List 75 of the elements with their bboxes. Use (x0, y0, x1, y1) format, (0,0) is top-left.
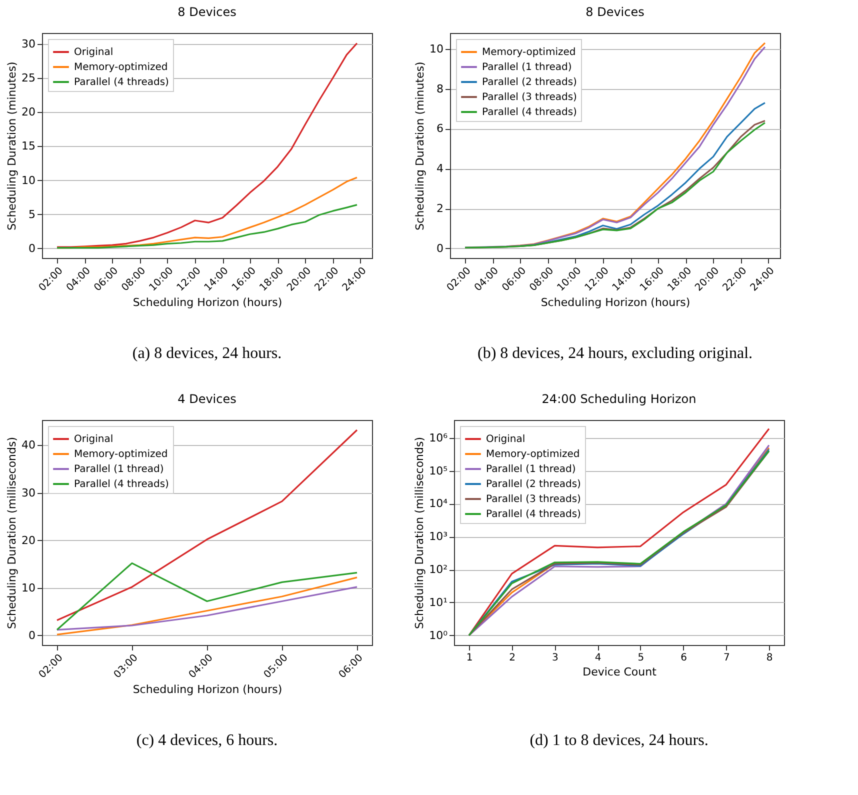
chart-title: 8 Devices (178, 5, 236, 19)
legend-label: Original (74, 434, 114, 445)
line-series (56, 429, 358, 622)
y-tick-label: 10¹ (429, 596, 448, 609)
chart-title: 8 Devices (586, 5, 644, 19)
y-tick-label: 20 (22, 106, 36, 119)
x-tick-label: 8 (766, 652, 773, 664)
legend-label: Memory-optimized (74, 62, 168, 73)
x-axis-title: Scheduling Horizon (hours) (540, 296, 690, 309)
x-tick-label: 6 (680, 652, 687, 664)
y-tick-label: 30 (22, 486, 36, 500)
line-series (56, 576, 358, 636)
x-axis-title: Device Count (582, 666, 658, 678)
y-tick-label: 10³ (429, 530, 448, 544)
y-tick-label: 10 (430, 42, 444, 56)
y-tick-label: 2 (436, 202, 444, 216)
legend-label: Parallel (3 threads) (482, 92, 578, 103)
legend-label: Memory-optimized (74, 449, 168, 460)
x-tick-label: 2 (509, 652, 516, 664)
y-tick-label: 10⁶ (429, 431, 448, 444)
legend-label: Parallel (1 thread) (74, 464, 164, 475)
y-tick-label: 10 (22, 581, 36, 594)
legend-label: Original (74, 47, 114, 58)
chart-title: 24:00 Scheduling Horizon (542, 392, 696, 406)
y-tick-label: 40 (22, 438, 36, 452)
y-tick-label: 20 (22, 534, 36, 547)
legend-label: Parallel (4 threads) (482, 107, 578, 118)
y-tick-label: 4 (436, 162, 444, 176)
chart-title: 4 Devices (178, 392, 236, 406)
y-axis-title: Scheduling Duration (milliseconds) (6, 436, 19, 630)
x-tick-label: 3 (552, 652, 558, 664)
y-axis-title: Scheduling Duration (milliseconds) (413, 436, 426, 630)
x-tick-label: 7 (723, 652, 730, 664)
y-tick-label: 25 (22, 72, 36, 84)
line-series (464, 46, 766, 248)
y-tick-label: 8 (436, 82, 444, 96)
y-axis-title: Scheduling Duration (minutes) (414, 62, 427, 230)
line-series (56, 562, 358, 631)
line-series (56, 586, 358, 631)
text: (d) 1 to 8 devices, 24 hours. (530, 732, 708, 749)
legend-label: Memory-optimized (486, 449, 580, 460)
legend-label: Parallel (4 threads) (74, 479, 170, 490)
y-tick-label: 10⁵ (429, 464, 448, 478)
legend-label: Memory-optimized (482, 47, 576, 58)
y-tick-label: 0 (28, 628, 36, 642)
y-tick-label: 6 (436, 122, 444, 136)
legend-label: Parallel (2 threads) (486, 479, 582, 490)
y-tick-label: 0 (436, 242, 444, 255)
legend-label: Parallel (3 threads) (486, 494, 582, 505)
y-tick-label: 5 (28, 208, 36, 221)
y-tick-label: 10 (22, 174, 36, 187)
y-tick-label: 10² (429, 563, 448, 576)
y-tick-label: 0 (28, 242, 36, 255)
line-series (56, 42, 358, 248)
legend-label: Parallel (1 thread) (486, 464, 576, 475)
line-series (519, 102, 766, 247)
y-tick-label: 30 (22, 37, 36, 50)
text: (c) 4 devices, 6 hours. (136, 732, 278, 749)
legend-label: Parallel (2 threads) (482, 77, 578, 88)
x-tick-label: 4 (594, 652, 602, 664)
y-tick-label: 10⁴ (429, 497, 448, 510)
legend-label: Original (486, 434, 526, 445)
y-axis-title: Scheduling Duration (minutes) (6, 62, 19, 230)
text: (a) 8 devices, 24 hours. (132, 345, 282, 362)
x-axis-title: Scheduling Horizon (hours) (132, 682, 282, 696)
x-axis-title: Scheduling Horizon (hours) (132, 296, 282, 309)
legend-label: Parallel (4 threads) (74, 77, 170, 88)
legend-label: Parallel (1 thread) (482, 62, 572, 73)
legend-label: Parallel (4 threads) (486, 509, 582, 520)
x-tick-label: 5 (638, 652, 644, 664)
y-tick-label: 10⁰ (429, 628, 448, 642)
y-tick-label: 15 (22, 140, 36, 153)
text: (b) 8 devices, 24 hours, excluding original. (477, 345, 753, 362)
line-series (56, 204, 358, 249)
x-tick-label: 1 (466, 652, 473, 664)
